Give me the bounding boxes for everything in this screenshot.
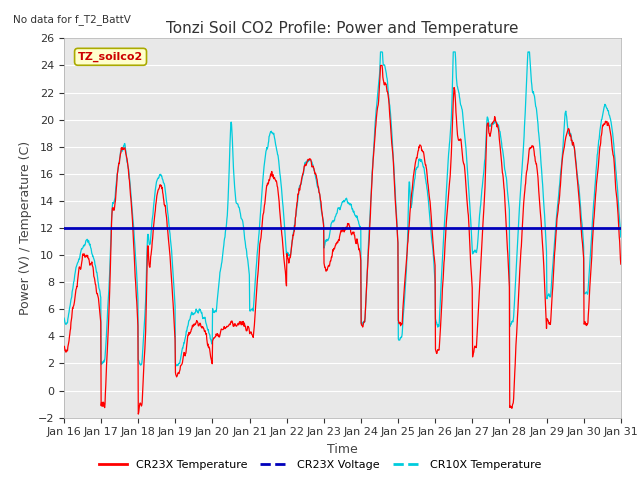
X-axis label: Time: Time bbox=[327, 443, 358, 456]
Text: TZ_soilco2: TZ_soilco2 bbox=[78, 52, 143, 62]
Title: Tonzi Soil CO2 Profile: Power and Temperature: Tonzi Soil CO2 Profile: Power and Temper… bbox=[166, 21, 518, 36]
Y-axis label: Power (V) / Temperature (C): Power (V) / Temperature (C) bbox=[19, 141, 32, 315]
Text: No data for f_T2_BattV: No data for f_T2_BattV bbox=[13, 14, 131, 25]
Legend: CR23X Temperature, CR23X Voltage, CR10X Temperature: CR23X Temperature, CR23X Voltage, CR10X … bbox=[95, 456, 545, 474]
